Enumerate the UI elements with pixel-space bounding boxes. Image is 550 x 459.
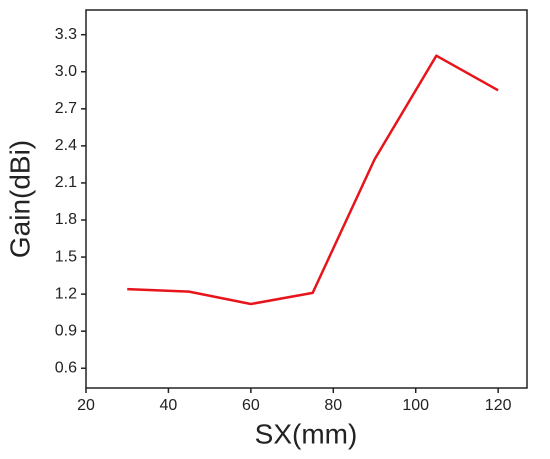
y-tick-label: 2.1 xyxy=(55,174,77,191)
x-tick-label: 20 xyxy=(77,397,95,414)
x-tick-label: 40 xyxy=(160,397,178,414)
y-tick-label: 3.0 xyxy=(55,63,77,80)
y-tick-label: 1.8 xyxy=(55,211,77,228)
data-line xyxy=(127,54,499,306)
plot-frame xyxy=(85,9,528,389)
x-tick-label: 100 xyxy=(402,397,429,414)
x-axis-label: SX(mm) xyxy=(255,418,358,449)
y-tick-label: 0.9 xyxy=(55,322,77,339)
y-tick-label: 1.5 xyxy=(55,248,77,265)
x-tick-label: 80 xyxy=(324,397,342,414)
x-tick-label: 60 xyxy=(242,397,260,414)
y-tick-label: 1.2 xyxy=(55,285,77,302)
y-tick-label: 0.6 xyxy=(55,359,77,376)
x-tick-label: 120 xyxy=(485,397,512,414)
y-axis-label: Gain(dBi) xyxy=(4,140,35,258)
y-tick-label: 2.4 xyxy=(55,137,77,154)
y-tick-label: 3.3 xyxy=(55,26,77,43)
y-tick-label: 2.7 xyxy=(55,100,77,117)
